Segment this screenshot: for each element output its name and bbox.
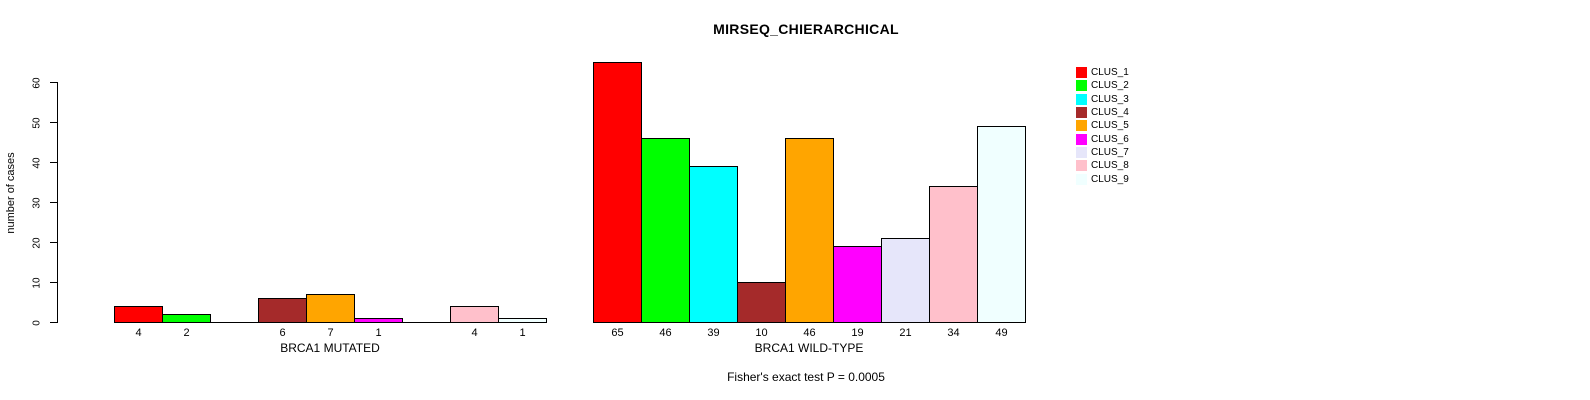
bar-value-label: 46 xyxy=(659,327,672,339)
y-axis-tick-label: 60 xyxy=(31,76,43,89)
legend-label: CLUS_4 xyxy=(1091,107,1129,119)
bar-value-label: 7 xyxy=(327,327,334,339)
bar xyxy=(258,298,307,323)
y-axis-tick xyxy=(50,202,57,203)
legend-item: CLUS_8 xyxy=(1076,159,1129,172)
y-axis-tick xyxy=(50,162,57,163)
bar xyxy=(354,318,403,323)
legend-swatch xyxy=(1076,120,1087,132)
legend-swatch xyxy=(1076,80,1087,92)
bar-value-label: 4 xyxy=(471,327,478,339)
bar xyxy=(737,282,786,323)
legend-item: CLUS_7 xyxy=(1076,146,1129,159)
y-axis-line xyxy=(57,82,58,323)
bar-value-label: 46 xyxy=(803,327,816,339)
legend-item: CLUS_5 xyxy=(1076,119,1129,132)
y-axis-tick-label: 20 xyxy=(31,236,43,249)
bar-value-label: 4 xyxy=(135,327,142,339)
bar-value-label: 34 xyxy=(947,327,960,339)
x-axis-group-label-wildtype: BRCA1 WILD-TYPE xyxy=(754,341,864,355)
legend-label: CLUS_9 xyxy=(1091,173,1129,185)
bar-value-label: 39 xyxy=(707,327,720,339)
bar xyxy=(450,306,499,323)
bar-value-label: 1 xyxy=(519,327,526,339)
y-axis-tick-label: 50 xyxy=(31,116,43,129)
bar-value-label: 1 xyxy=(375,327,382,339)
legend: CLUS_1 CLUS_2 CLUS_3 CLUS_4 CLUS_5 CLUS_6 CLUS… xyxy=(1076,66,1129,186)
bar xyxy=(785,138,834,323)
bar-value-label: 6 xyxy=(279,327,286,339)
legend-swatch xyxy=(1076,67,1087,79)
bar xyxy=(881,238,930,323)
y-axis-tick xyxy=(50,82,57,83)
y-axis-title: number of cases xyxy=(5,152,17,234)
bar xyxy=(306,294,355,323)
legend-label: CLUS_7 xyxy=(1091,146,1129,158)
bar xyxy=(162,314,211,323)
bar-value-label: 2 xyxy=(183,327,190,339)
bar-value-label: 49 xyxy=(995,327,1008,339)
legend-item: CLUS_2 xyxy=(1076,79,1129,92)
y-axis-tick xyxy=(50,242,57,243)
bar xyxy=(498,318,547,323)
legend-item: CLUS_3 xyxy=(1076,93,1129,106)
bar xyxy=(977,126,1026,323)
y-axis-tick xyxy=(50,282,57,283)
footnote-text: Fisher's exact test P = 0.0005 xyxy=(727,370,885,384)
legend-item: CLUS_4 xyxy=(1076,106,1129,119)
legend-swatch xyxy=(1076,146,1087,158)
x-axis-group-label-mutated: BRCA1 MUTATED xyxy=(280,341,380,355)
bar-value-label: 10 xyxy=(755,327,768,339)
legend-label: CLUS_8 xyxy=(1091,160,1129,172)
legend-item: CLUS_6 xyxy=(1076,132,1129,145)
legend-label: CLUS_1 xyxy=(1091,67,1129,79)
legend-label: CLUS_5 xyxy=(1091,120,1129,132)
legend-swatch xyxy=(1076,160,1087,172)
chart-title: MIRSEQ_CHIERARCHICAL xyxy=(713,21,899,37)
bar-value-label: 21 xyxy=(899,327,912,339)
legend-swatch xyxy=(1076,93,1087,105)
y-axis-tick-label: 30 xyxy=(31,196,43,209)
bar xyxy=(114,306,163,323)
y-axis-tick xyxy=(50,322,57,323)
bar-value-label: 19 xyxy=(851,327,864,339)
y-axis-tick-label: 10 xyxy=(31,276,43,289)
bar xyxy=(689,166,738,323)
bar xyxy=(641,138,690,323)
y-axis-tick xyxy=(50,122,57,123)
bar xyxy=(833,246,882,323)
legend-label: CLUS_2 xyxy=(1091,80,1129,92)
y-axis-tick-label: 0 xyxy=(31,319,43,326)
bar xyxy=(593,62,642,323)
bar-value-label: 65 xyxy=(611,327,624,339)
y-axis-tick-label: 40 xyxy=(31,156,43,169)
legend-swatch xyxy=(1076,173,1087,185)
legend-swatch xyxy=(1076,133,1087,145)
legend-label: CLUS_6 xyxy=(1091,133,1129,145)
legend-item: CLUS_9 xyxy=(1076,172,1129,185)
legend-item: CLUS_1 xyxy=(1076,66,1129,79)
legend-swatch xyxy=(1076,107,1087,119)
bar xyxy=(929,186,978,323)
legend-label: CLUS_3 xyxy=(1091,93,1129,105)
